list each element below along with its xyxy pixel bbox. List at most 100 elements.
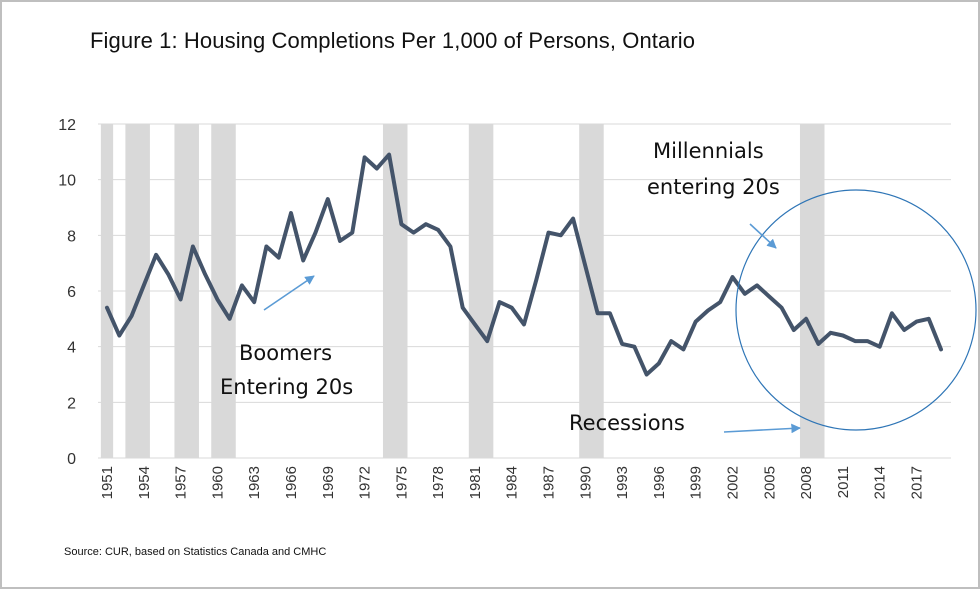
data-point [571, 217, 575, 221]
data-point [448, 244, 453, 249]
data-point [865, 339, 870, 343]
y-tick-label: 8 [67, 228, 76, 245]
x-tick-label: 1966 [283, 466, 300, 499]
data-point [399, 222, 403, 226]
data-point [853, 339, 857, 343]
data-point [583, 264, 587, 268]
millennials-circle [735, 189, 977, 431]
data-point [424, 222, 428, 226]
y-tick-label: 4 [67, 340, 76, 357]
data-point [706, 308, 710, 313]
data-point [546, 230, 551, 235]
data-point [264, 244, 269, 249]
millennials-label-line2: entering 20s [647, 175, 780, 199]
data-point [166, 272, 170, 276]
data-point [387, 153, 391, 157]
x-tick-label: 1954 [136, 466, 153, 499]
data-point [412, 230, 416, 235]
chart-title: Figure 1: Housing Completions Per 1,000 … [90, 28, 696, 53]
data-point [804, 317, 808, 321]
data-point [559, 233, 563, 237]
x-tick-label: 1951 [99, 466, 116, 499]
y-tick-label: 12 [58, 117, 76, 134]
x-tick-label: 1996 [651, 466, 668, 499]
x-tick-label: 1963 [246, 466, 263, 499]
data-point [142, 283, 146, 288]
data-point [191, 244, 195, 249]
x-tick-label: 2005 [761, 466, 778, 499]
x-tick-label: 1990 [577, 466, 594, 499]
data-point [105, 306, 109, 310]
data-point [939, 347, 943, 352]
y-tick-label: 2 [67, 395, 76, 412]
recessions-arrow [723, 423, 801, 434]
data-point [252, 300, 256, 304]
data-point [522, 322, 526, 326]
data-point [669, 339, 673, 343]
data-point [350, 230, 354, 235]
data-point [117, 333, 121, 338]
data-point [301, 258, 305, 262]
data-point [129, 314, 134, 318]
data-point [816, 342, 820, 346]
data-point [595, 311, 600, 315]
x-tick-label: 1960 [209, 466, 226, 499]
y-tick-label: 0 [67, 451, 76, 468]
source-note: Source: CUR, based on Statistics Canada … [64, 546, 327, 558]
data-point [927, 317, 931, 321]
x-tick-label: 1987 [541, 466, 558, 499]
data-point [362, 155, 367, 159]
recessions-label: Recessions [569, 411, 685, 435]
x-tick-label: 1981 [467, 466, 484, 499]
data-point [473, 322, 477, 326]
data-point [154, 253, 158, 257]
data-point [767, 294, 771, 299]
data-point [632, 345, 636, 349]
data-point [779, 306, 784, 310]
data-point [534, 278, 538, 282]
y-tick-label: 6 [67, 284, 76, 301]
data-point [681, 347, 686, 352]
data-point [228, 317, 232, 321]
data-point [178, 297, 183, 301]
data-point [497, 300, 502, 304]
data-point [461, 306, 465, 310]
x-tick-label: 2008 [798, 466, 815, 499]
x-tick-label: 2002 [725, 466, 742, 499]
x-tick-label: 2011 [835, 466, 852, 498]
x-tick-label: 1999 [688, 466, 705, 499]
x-tick-label: 1993 [614, 466, 631, 499]
data-point [841, 333, 845, 338]
data-point [890, 311, 894, 315]
data-point [902, 328, 906, 332]
millennials-label-line1: Millennials [653, 139, 764, 163]
data-point [718, 300, 722, 304]
data-point [510, 306, 514, 310]
millennials-arrow [749, 223, 777, 249]
data-point [792, 328, 796, 332]
boomers-label-line2: Entering 20s [220, 375, 353, 399]
data-point [829, 331, 833, 335]
y-tick-label: 10 [58, 173, 76, 190]
boomers-label-line1: Boomers [239, 341, 332, 365]
data-point [755, 283, 759, 288]
data-point [608, 311, 612, 315]
data-point [645, 372, 649, 377]
data-point [375, 166, 379, 171]
data-point [277, 256, 281, 260]
boomers-arrow [263, 275, 315, 311]
data-point [289, 211, 293, 215]
x-tick-label: 1975 [393, 466, 410, 499]
data-point [436, 228, 440, 232]
data-point [914, 320, 919, 324]
x-tick-label: 2014 [872, 466, 889, 499]
x-tick-label: 1972 [357, 466, 374, 499]
x-tick-label: 2017 [908, 466, 925, 499]
data-point [313, 230, 318, 235]
x-tick-label: 1969 [320, 466, 337, 499]
data-point [620, 342, 624, 346]
data-point [657, 361, 661, 365]
data-point [694, 320, 698, 324]
data-point [203, 272, 207, 276]
